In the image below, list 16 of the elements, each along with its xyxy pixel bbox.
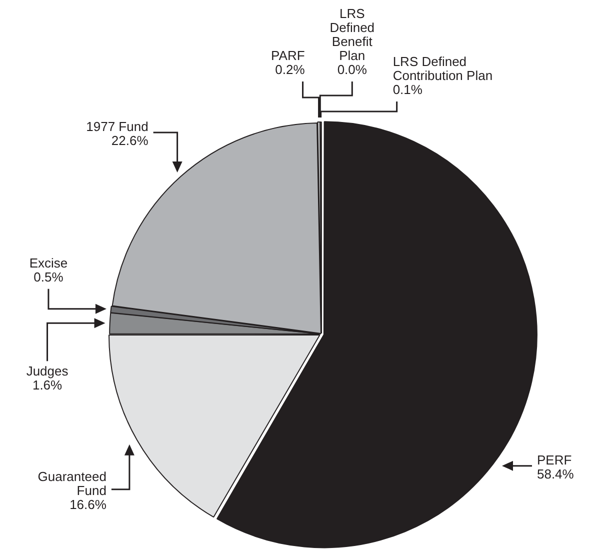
slice-label: Excise <box>29 255 68 270</box>
slice-label: Guaranteed Fund <box>38 468 106 498</box>
data-label: 1.6% <box>32 378 63 393</box>
data-label: 16.6% <box>70 496 107 512</box>
slice-label: LRS Defined Contribution Plan <box>392 54 493 84</box>
data-label: 58.4% <box>536 466 574 482</box>
data-label: 0.1% <box>392 82 423 98</box>
data-label: 0.5% <box>34 269 64 284</box>
data-label: 22.6% <box>111 133 149 148</box>
text: 0.0% <box>337 62 367 78</box>
legend-label: PERF <box>536 452 572 468</box>
slice-label: Judges <box>26 364 69 379</box>
slice-label: 1977 Fund <box>86 119 148 134</box>
category-label: LRS Defined Benefit Plan <box>330 6 375 64</box>
slice-label: PARF <box>271 48 305 64</box>
data-label: 0.2% <box>275 62 306 78</box>
